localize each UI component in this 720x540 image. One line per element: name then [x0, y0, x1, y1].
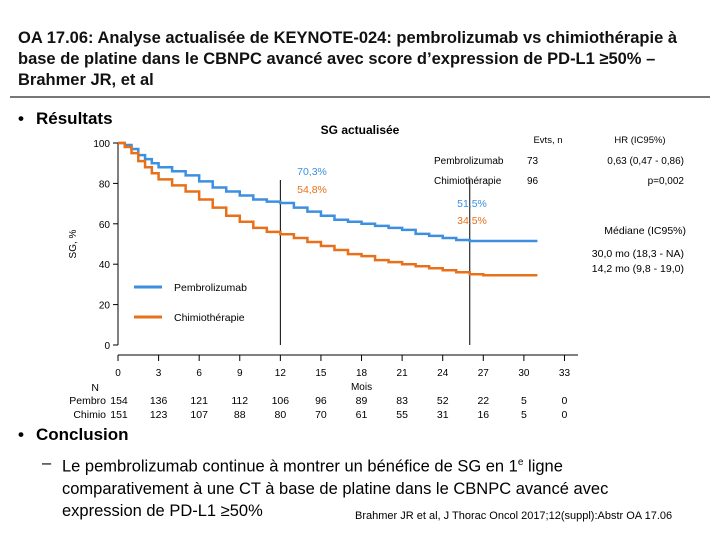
- median-title: Médiane (IC95%): [604, 225, 686, 237]
- y-tick-label: 20: [99, 301, 111, 312]
- results-label: Résultats: [36, 109, 113, 128]
- at-risk-value: 89: [356, 395, 368, 407]
- conclusion-heading: • Conclusion: [18, 425, 129, 445]
- at-risk-row-name: Pembro: [69, 395, 106, 407]
- x-tick-label: 15: [315, 368, 327, 379]
- at-risk-value: 70: [315, 409, 327, 421]
- at-risk-value: 112: [231, 395, 248, 407]
- at-risk-value: 107: [190, 409, 208, 421]
- hr-row-value: p=0,002: [648, 176, 685, 187]
- hr-row-label: Pembrolizumab: [434, 156, 504, 167]
- at-risk-value: 5: [521, 395, 527, 407]
- pembrolizumab-curve: [118, 141, 538, 243]
- conclusion-body: Le pembrolizumab continue à montrer un b…: [42, 452, 682, 522]
- y-tick-label: 100: [93, 139, 110, 150]
- annotation-pembro: 51,5%: [457, 198, 487, 210]
- bullet-icon: •: [18, 425, 24, 444]
- at-risk-value: 55: [396, 409, 408, 421]
- at-risk-value: 121: [190, 395, 208, 407]
- at-risk-value: 0: [562, 409, 568, 421]
- y-tick-label: 40: [99, 260, 111, 271]
- conclusion-paragraph: – Le pembrolizumab continue à montrer un…: [42, 452, 682, 522]
- at-risk-value: 83: [396, 395, 408, 407]
- x-tick-label: 24: [437, 368, 449, 379]
- x-tick-label: 27: [478, 368, 490, 379]
- annotation-chimio: 54,8%: [297, 184, 327, 196]
- at-risk-value: 22: [477, 395, 489, 407]
- at-risk-value: 80: [275, 409, 287, 421]
- annotation-pembro: 70,3%: [297, 166, 327, 178]
- at-risk-value: 154: [110, 395, 128, 407]
- x-tick-label: 6: [196, 368, 202, 379]
- x-tick-label: 30: [518, 368, 530, 379]
- x-tick-label: 3: [156, 368, 162, 379]
- at-risk-value: 106: [272, 395, 290, 407]
- y-tick-label: 60: [99, 220, 111, 231]
- chimiotherapie-curve: [118, 141, 538, 277]
- reference: Brahmer JR et al, J Thorac Oncol 2017;12…: [355, 510, 673, 522]
- hr-header-ic: HR (IC95%): [614, 135, 665, 146]
- at-risk-value: 151: [110, 409, 128, 421]
- hr-row-events: 96: [527, 176, 539, 187]
- conclusion-superscript: e: [517, 457, 524, 468]
- x-tick-label: 33: [559, 368, 571, 379]
- legend-label: Chimiothérapie: [174, 312, 245, 324]
- conclusion-text-after: ligne comparativement à une CT à base de…: [62, 457, 609, 520]
- at-risk-value: 61: [356, 409, 368, 421]
- x-tick-label: 12: [275, 368, 287, 379]
- at-risk-value: 88: [234, 409, 246, 421]
- at-risk-value: 5: [521, 409, 527, 421]
- at-risk-value: 16: [477, 409, 489, 421]
- x-tick-label: 21: [397, 368, 409, 379]
- legend-label: Pembrolizumab: [174, 282, 247, 294]
- at-risk-value: 136: [150, 395, 168, 407]
- at-risk-row-name: Chimio: [73, 409, 106, 421]
- bullet-icon: •: [18, 109, 24, 128]
- median-line: 14,2 mo (9,8 - 19,0): [592, 263, 684, 275]
- hr-row-label: Chimiothérapie: [434, 176, 502, 187]
- x-tick-label: 9: [237, 368, 243, 379]
- y-axis-label: SG, %: [68, 229, 79, 258]
- annotation-chimio: 34,5%: [457, 215, 487, 227]
- hr-row-events: 73: [527, 156, 539, 167]
- chart-title: SG actualisée: [321, 123, 400, 137]
- at-risk-value: 0: [562, 395, 568, 407]
- y-tick-label: 80: [99, 179, 111, 190]
- x-axis-label: Mois: [351, 382, 372, 393]
- hr-row-value: 0,63 (0,47 - 0,86): [607, 156, 684, 167]
- x-tick-label: 18: [356, 368, 368, 379]
- hr-header-events: Evts, n: [533, 135, 562, 146]
- conclusion-text-before: Le pembrolizumab continue à montrer un b…: [62, 457, 518, 476]
- median-line: 30,0 mo (18,3 - NA): [592, 248, 684, 260]
- at-risk-label: N: [91, 382, 99, 394]
- slide-title: OA 17.06: Analyse actualisée de KEYNOTE-…: [18, 29, 678, 89]
- x-tick-label: 0: [115, 368, 121, 379]
- at-risk-value: 31: [437, 409, 449, 421]
- title-divider: [10, 96, 710, 98]
- results-heading: • Résultats: [18, 109, 113, 129]
- conclusion-label: Conclusion: [36, 425, 129, 444]
- dash-bullet: –: [42, 454, 52, 472]
- at-risk-value: 52: [437, 395, 449, 407]
- at-risk-value: 96: [315, 395, 327, 407]
- y-tick-label: 0: [104, 341, 110, 352]
- at-risk-value: 123: [150, 409, 168, 421]
